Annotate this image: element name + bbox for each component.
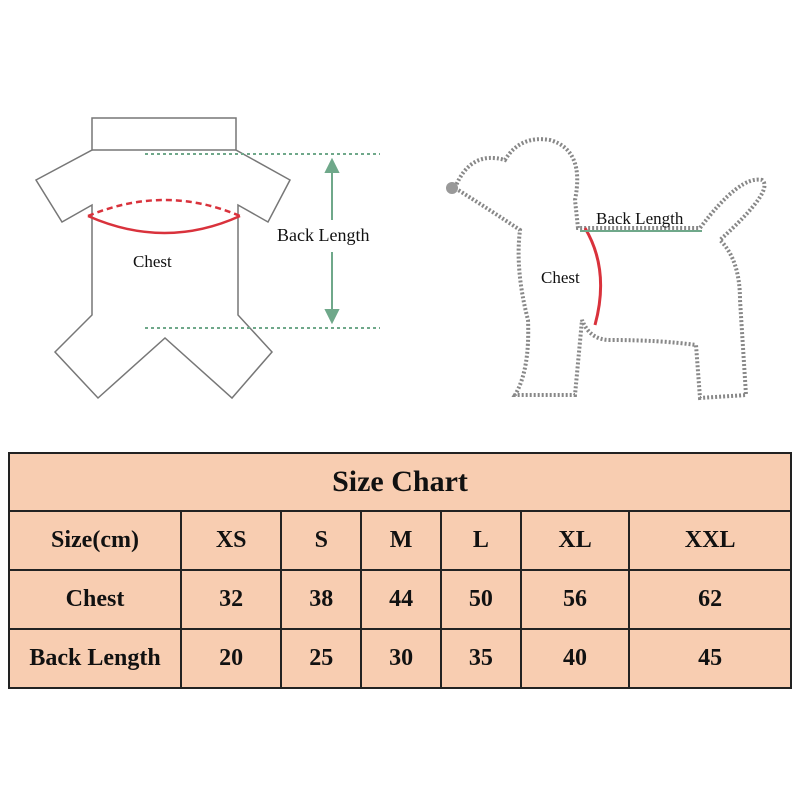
table-cell: 25 — [280, 628, 363, 689]
header-cell: Size(cm) — [8, 510, 182, 571]
table-cell: 62 — [628, 569, 792, 630]
title-row: Size Chart — [8, 452, 792, 512]
table-cell: 38 — [280, 569, 363, 630]
header-cell: XS — [179, 510, 283, 571]
dog-back-length-label: Back Length — [596, 209, 684, 228]
table-row: Back Length 20 25 30 35 40 45 — [8, 628, 792, 689]
table-cell: 50 — [439, 569, 522, 630]
table-cell: 45 — [628, 628, 792, 689]
header-cell: XL — [519, 510, 631, 571]
row-label: Chest — [8, 569, 182, 630]
dog-outline — [452, 137, 767, 401]
header-row: Size(cm) XS S M L XL XXL — [8, 510, 792, 571]
shirt-chest-label: Chest — [133, 252, 172, 271]
size-chart-title: Size Chart — [8, 452, 792, 512]
dog-chest-label: Chest — [541, 268, 580, 287]
dog-nose-icon — [446, 182, 458, 194]
table-row: Chest 32 38 44 50 56 62 — [8, 569, 792, 630]
header-cell: M — [360, 510, 442, 571]
header-cell: L — [439, 510, 522, 571]
row-label: Back Length — [8, 628, 182, 689]
table-cell: 40 — [519, 628, 631, 689]
table-cell: 32 — [179, 569, 283, 630]
table-cell: 35 — [439, 628, 522, 689]
table-cell: 56 — [519, 569, 631, 630]
shirt-back-length-label: Back Length — [277, 225, 370, 245]
dog-chest-marker — [583, 227, 603, 326]
table-cell: 44 — [360, 569, 442, 630]
shirt-back-length-marker — [145, 153, 380, 329]
shirt-chest-marker — [87, 198, 241, 235]
table-cell: 30 — [360, 628, 442, 689]
shirt-outline — [34, 117, 292, 400]
header-cell: S — [280, 510, 363, 571]
table-cell: 20 — [179, 628, 283, 689]
size-chart-table: Size Chart Size(cm) XS S M L XL XXL Ches… — [8, 452, 792, 689]
header-cell: XXL — [628, 510, 792, 571]
garment-diagrams — [34, 117, 767, 401]
